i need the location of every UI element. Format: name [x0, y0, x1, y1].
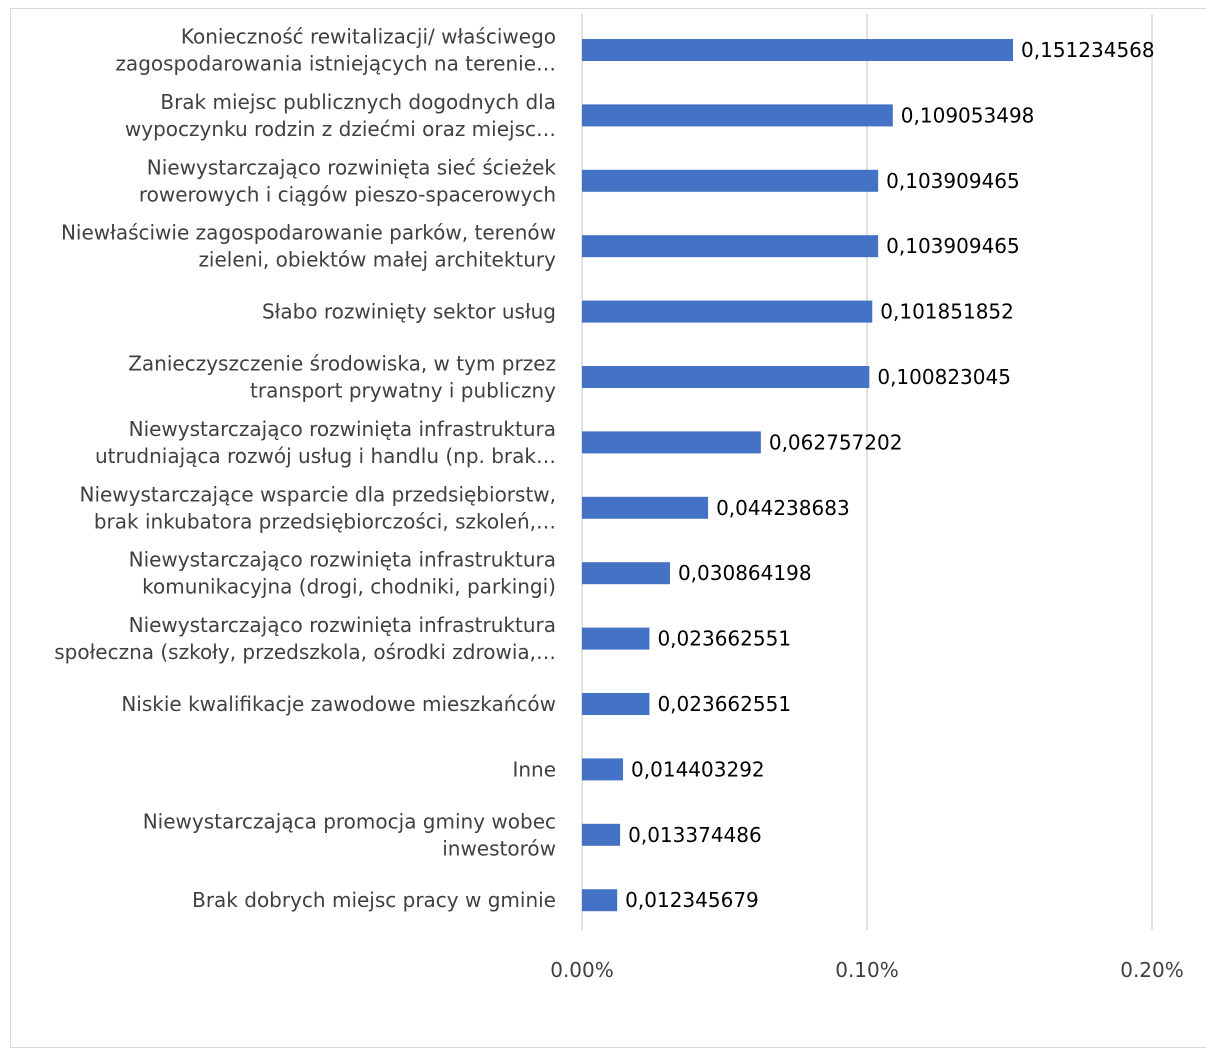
category-label: Konieczność rewitalizacji/ właściwego zag…: [115, 25, 556, 76]
bar: [582, 431, 761, 454]
bar: [582, 562, 670, 585]
category-label: Inne: [512, 757, 556, 781]
bar: [582, 823, 621, 846]
category-label: Niewystarczająco rozwinięta infrastruktu…: [54, 613, 556, 664]
category-label: Niskie kwalifikacje zawodowe mieszkańców: [121, 692, 556, 716]
x-tick-label: 0.20%: [1120, 958, 1184, 982]
category-label: Niewystarczająco rozwinięta infrastruktu…: [129, 548, 556, 599]
x-tick-label: 0.00%: [550, 958, 614, 982]
bar: [582, 235, 879, 258]
data-label: 0,151234568: [1021, 38, 1155, 62]
data-label: 0,062757202: [769, 430, 903, 454]
data-label: 0,012345679: [625, 888, 759, 912]
bar: [582, 693, 650, 715]
category-label: Niewłaściwie zagospodarowanie parków, te…: [61, 221, 556, 272]
data-label: 0,103909465: [886, 234, 1020, 258]
bar: [582, 758, 624, 781]
bar: [582, 627, 650, 650]
data-label: 0,013374486: [628, 823, 762, 847]
category-label: Zanieczyszczenie środowiska, w tym przez…: [128, 352, 556, 403]
data-label: 0,030864198: [678, 561, 812, 585]
data-label: 0,014403292: [631, 757, 765, 781]
data-label: 0,023662551: [657, 627, 791, 651]
category-label: Niewystarczająca promocja gminy wobec inw…: [143, 809, 556, 860]
data-label: 0,100823045: [877, 365, 1011, 389]
bar: [582, 366, 870, 388]
x-axis-ticks: 0.00% 0.10% 0.20%: [550, 958, 1184, 982]
category-label: Brak miejsc publicznych dogodnych dla wyp…: [125, 90, 556, 141]
category-label: Niewystarczająco rozwinięta infrastruktu…: [95, 417, 556, 468]
category-label: Brak dobrych miejsc pracy w gminie: [192, 888, 556, 912]
bar: [582, 496, 709, 519]
bar: [582, 169, 879, 192]
data-label: 0,044238683: [716, 496, 850, 520]
bar: [582, 104, 893, 127]
category-label: Słabo rozwinięty sektor usług: [262, 300, 556, 324]
labels-layer: 0,151234568 Konieczność rewitalizacji/ wł…: [54, 25, 1154, 913]
category-label: Niewystarczająco rozwinięta sieć ścieżek…: [139, 155, 557, 206]
data-label: 0,023662551: [657, 692, 791, 716]
category-label: Niewystarczające wsparcie dla przedsiębi…: [79, 482, 556, 533]
bar: [582, 889, 618, 912]
data-label: 0,101851852: [880, 300, 1014, 324]
data-label: 0,103909465: [886, 169, 1020, 193]
bars-layer: [582, 39, 1014, 912]
data-label: 0,109053498: [901, 103, 1035, 127]
bar: [582, 39, 1014, 61]
x-tick-label: 0.10%: [835, 958, 899, 982]
grid-layer: [581, 14, 1153, 930]
bar: [582, 300, 873, 323]
